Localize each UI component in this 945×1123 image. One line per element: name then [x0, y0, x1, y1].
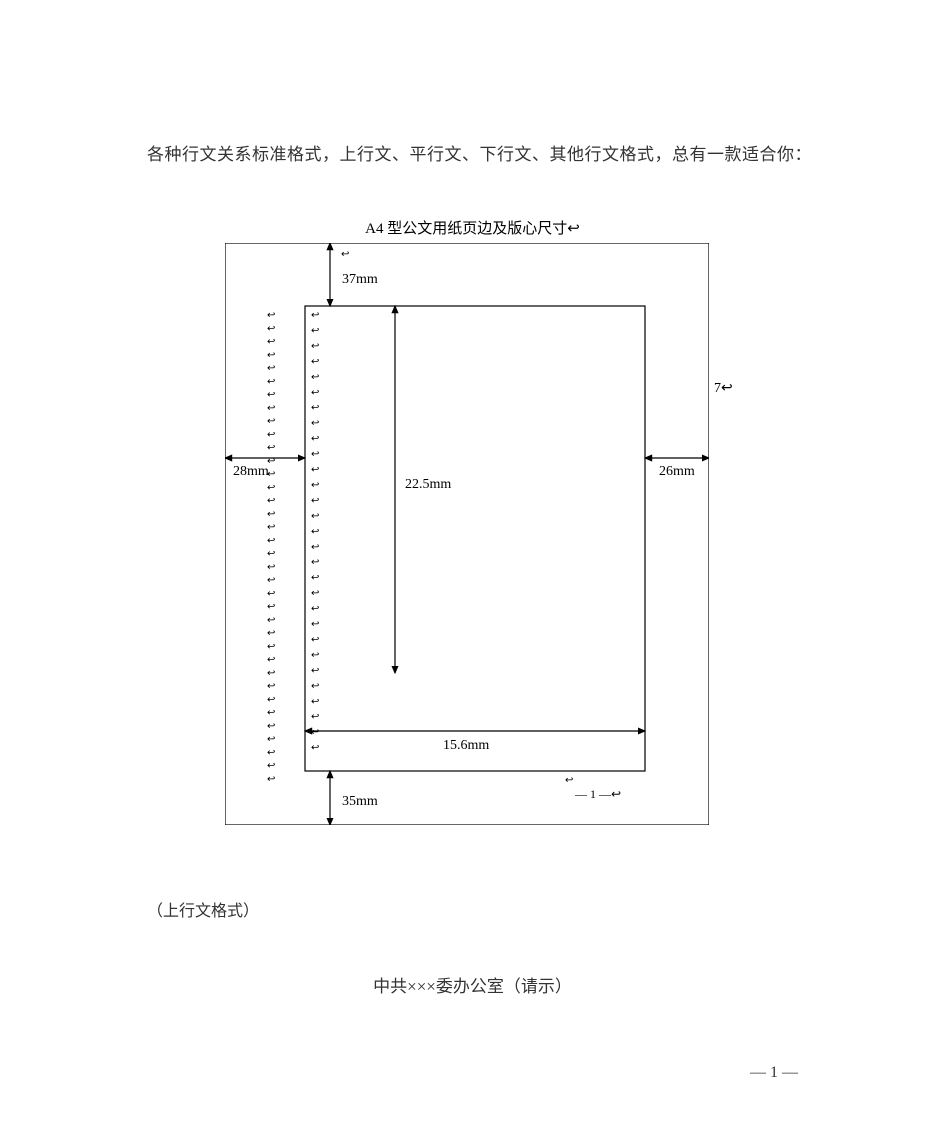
svg-text:↩: ↩ — [267, 588, 275, 599]
svg-text:↩: ↩ — [267, 443, 275, 454]
diagram-title: A4 型公文用纸页边及版心尺寸↩ — [0, 217, 945, 238]
svg-text:↩: ↩ — [267, 522, 275, 533]
svg-text:↩: ↩ — [267, 761, 275, 772]
svg-text:↩: ↩ — [311, 557, 319, 568]
svg-text:↩: ↩ — [267, 323, 275, 334]
svg-text:↩: ↩ — [311, 310, 319, 321]
svg-text:↩: ↩ — [267, 350, 275, 361]
svg-text:↩: ↩ — [311, 526, 319, 537]
svg-text:↩: ↩ — [311, 341, 319, 352]
inner-page-number: — 1 —↩ — [574, 787, 621, 801]
svg-text:↩: ↩ — [267, 535, 275, 546]
svg-text:↩: ↩ — [267, 429, 275, 440]
svg-text:↩: ↩ — [311, 619, 319, 630]
svg-text:↩: ↩ — [267, 681, 275, 692]
svg-text:↩: ↩ — [311, 634, 319, 645]
outer-tick-column: ↩ ↩ ↩ ↩ ↩ ↩ ↩ ↩ ↩ ↩ ↩ ↩ ↩ ↩ ↩ ↩ ↩ ↩ ↩ ↩ ↩ ↩ ↩ ↩ ↩ ↩ ↩ ↩ ↩ ↩ ↩ ↩ ↩ ↩ ↩ ↩ — [267, 310, 275, 785]
svg-text:↩: ↩ — [311, 387, 319, 398]
svg-text:↩: ↩ — [267, 774, 275, 785]
svg-text:↩: ↩ — [267, 668, 275, 679]
svg-text:↩: ↩ — [267, 734, 275, 745]
svg-text:↩: ↩ — [267, 310, 275, 321]
svg-text:↩: ↩ — [311, 588, 319, 599]
svg-text:↩: ↩ — [311, 743, 319, 754]
svg-text:↩: ↩ — [311, 434, 319, 445]
svg-text:↩: ↩ — [267, 694, 275, 705]
svg-text:↩: ↩ — [267, 549, 275, 560]
svg-text:↩: ↩ — [267, 575, 275, 586]
svg-text:↩: ↩ — [311, 681, 319, 692]
svg-text:↩: ↩ — [267, 456, 275, 467]
svg-text:↩: ↩ — [267, 641, 275, 652]
svg-text:↩: ↩ — [311, 650, 319, 661]
outside-label-7: 7↩ — [714, 380, 733, 397]
svg-text:↩: ↩ — [311, 495, 319, 506]
svg-text:↩: ↩ — [267, 363, 275, 374]
svg-text:↩: ↩ — [311, 465, 319, 476]
svg-text:↩: ↩ — [311, 727, 319, 738]
svg-text:↩: ↩ — [267, 562, 275, 573]
svg-text:↩: ↩ — [311, 665, 319, 676]
svg-text:↩: ↩ — [267, 390, 275, 401]
svg-text:↩: ↩ — [267, 496, 275, 507]
svg-text:↩: ↩ — [267, 482, 275, 493]
a4-margin-diagram: 37mm 28mm 26mm 35mm 22.5mm 15.6mm ↩↩↩↩↩↩… — [225, 243, 709, 825]
svg-text:↩: ↩ — [311, 449, 319, 460]
svg-text:↩: ↩ — [311, 480, 319, 491]
svg-text:↩: ↩ — [267, 416, 275, 427]
svg-text:↩: ↩ — [311, 573, 319, 584]
svg-text:↩: ↩ — [311, 325, 319, 336]
label-left-margin: 28mm — [233, 464, 269, 479]
svg-text:↩: ↩ — [311, 403, 319, 414]
label-content-width: 15.6mm — [443, 738, 489, 753]
top-tick-mark: ↩ — [341, 249, 349, 260]
label-right-margin: 26mm — [659, 464, 695, 479]
svg-text:↩: ↩ — [267, 708, 275, 719]
svg-text:↩: ↩ — [311, 604, 319, 615]
svg-text:↩: ↩ — [267, 655, 275, 666]
svg-text:↩: ↩ — [267, 628, 275, 639]
inner-tick-column: ↩ ↩ ↩ ↩ ↩ ↩ ↩ ↩ ↩ ↩ ↩ ↩ ↩ ↩ ↩ ↩ ↩ ↩ ↩ ↩ ↩ ↩ ↩ ↩ ↩ ↩ ↩ ↩ ↩ — [311, 310, 319, 754]
label-bottom-margin: 35mm — [342, 794, 378, 809]
label-top-margin: 37mm — [342, 272, 378, 287]
svg-text:↩: ↩ — [267, 615, 275, 626]
document-page: 各种行文关系标准格式，上行文、平行文、下行文、其他行文格式，总有一款适合你： A… — [0, 0, 945, 1123]
svg-text:↩: ↩ — [267, 721, 275, 732]
inner-content-rect — [305, 306, 645, 771]
svg-text:↩: ↩ — [311, 418, 319, 429]
svg-text:↩: ↩ — [267, 376, 275, 387]
svg-text:↩: ↩ — [267, 403, 275, 414]
stray-mark: ↩ — [565, 775, 573, 786]
section-label-upward: （上行文格式） — [147, 897, 259, 921]
centered-document-title: 中共×××委办公室（请示） — [0, 972, 945, 997]
svg-text:↩: ↩ — [311, 712, 319, 723]
svg-text:↩: ↩ — [311, 511, 319, 522]
svg-text:↩: ↩ — [267, 337, 275, 348]
svg-text:↩: ↩ — [311, 372, 319, 383]
svg-text:↩: ↩ — [311, 542, 319, 553]
svg-text:↩: ↩ — [267, 602, 275, 613]
page-number-footer: — 1 — — [750, 1064, 798, 1082]
svg-text:↩: ↩ — [311, 696, 319, 707]
svg-text:↩: ↩ — [267, 509, 275, 520]
intro-paragraph: 各种行文关系标准格式，上行文、平行文、下行文、其他行文格式，总有一款适合你： — [147, 141, 817, 168]
svg-text:↩: ↩ — [267, 747, 275, 758]
svg-text:↩: ↩ — [267, 469, 275, 480]
svg-text:↩: ↩ — [311, 356, 319, 367]
label-content-height: 22.5mm — [405, 477, 451, 492]
